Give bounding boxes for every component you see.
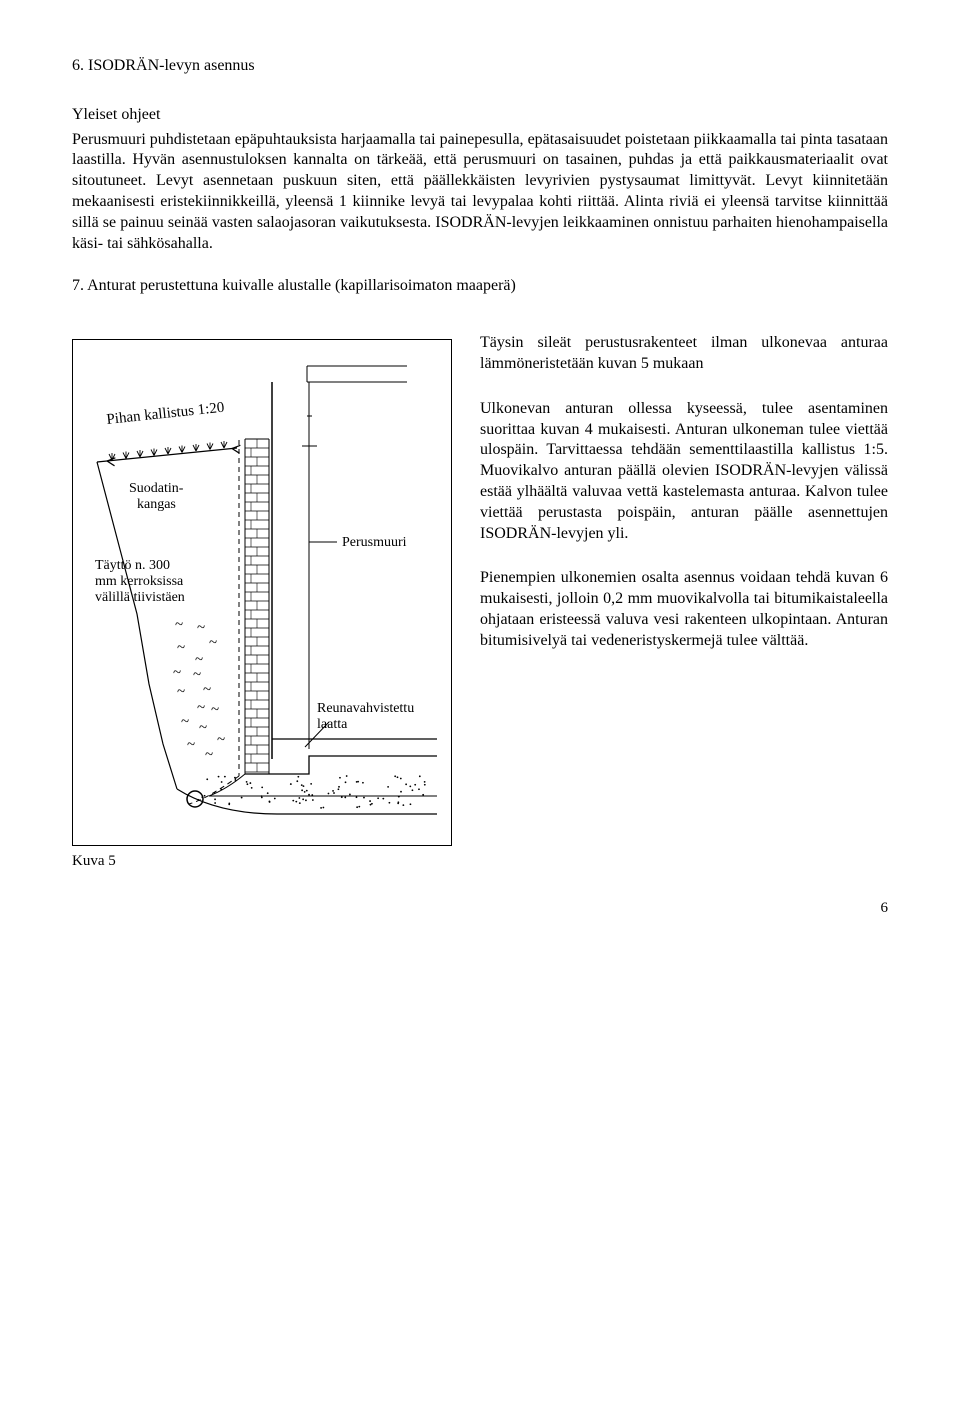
section7-para1: Täysin sileät perustusrakenteet ilman ul… <box>480 333 888 375</box>
svg-text:~: ~ <box>205 747 213 763</box>
section7-para2: Ulkonevan anturan ollessa kyseessä, tule… <box>480 399 888 545</box>
section6-paragraph: Perusmuuri puhdistetaan epäpuhtauksista … <box>72 130 888 255</box>
section7-para3: Pienempien ulkonemien osalta asennus voi… <box>480 568 888 651</box>
svg-text:~: ~ <box>177 684 185 700</box>
figure-5-caption: Kuva 5 <box>72 852 452 872</box>
section6-title: 6. ISODRÄN-levyn asennus <box>72 56 888 77</box>
svg-text:Perusmuuri: Perusmuuri <box>342 535 407 550</box>
section7-text-column: Täysin sileät perustusrakenteet ilman ul… <box>480 333 888 675</box>
svg-text:Suodatin-: Suodatin- <box>129 481 184 496</box>
svg-text:~: ~ <box>173 665 181 681</box>
svg-text:~: ~ <box>181 714 189 730</box>
section7-row: Pihan kallistus 1:20~~~~~~~~~~~~~~~~Suod… <box>72 333 888 871</box>
svg-text:~: ~ <box>199 720 207 736</box>
svg-text:välillä tiivistäen: välillä tiivistäen <box>95 590 185 605</box>
svg-text:laatta: laatta <box>317 717 348 732</box>
figure-5: Pihan kallistus 1:20~~~~~~~~~~~~~~~~Suod… <box>72 339 452 846</box>
svg-text:~: ~ <box>197 700 205 716</box>
figure-column: Pihan kallistus 1:20~~~~~~~~~~~~~~~~Suod… <box>72 339 452 871</box>
svg-text:~: ~ <box>197 620 205 636</box>
svg-text:mm kerroksissa: mm kerroksissa <box>95 574 184 589</box>
svg-text:~: ~ <box>203 682 211 698</box>
svg-text:kangas: kangas <box>137 497 176 512</box>
section6-subheading: Yleiset ohjeet <box>72 105 888 126</box>
page-number: 6 <box>72 899 888 919</box>
svg-text:Reunavahvistettu: Reunavahvistettu <box>317 701 414 716</box>
svg-text:~: ~ <box>193 667 201 683</box>
svg-text:Täyttö n. 300: Täyttö n. 300 <box>95 558 170 573</box>
svg-text:~: ~ <box>175 617 183 633</box>
svg-text:Pihan kallistus 1:20: Pihan kallistus 1:20 <box>106 400 225 428</box>
svg-text:~: ~ <box>195 652 203 668</box>
figure-5-svg: Pihan kallistus 1:20~~~~~~~~~~~~~~~~Suod… <box>77 344 447 834</box>
svg-text:~: ~ <box>217 732 225 748</box>
svg-text:~: ~ <box>177 640 185 656</box>
svg-text:~: ~ <box>209 635 217 651</box>
section7-title: 7. Anturat perustettuna kuivalle alustal… <box>72 276 888 297</box>
svg-text:~: ~ <box>211 702 219 718</box>
svg-text:~: ~ <box>187 737 195 753</box>
